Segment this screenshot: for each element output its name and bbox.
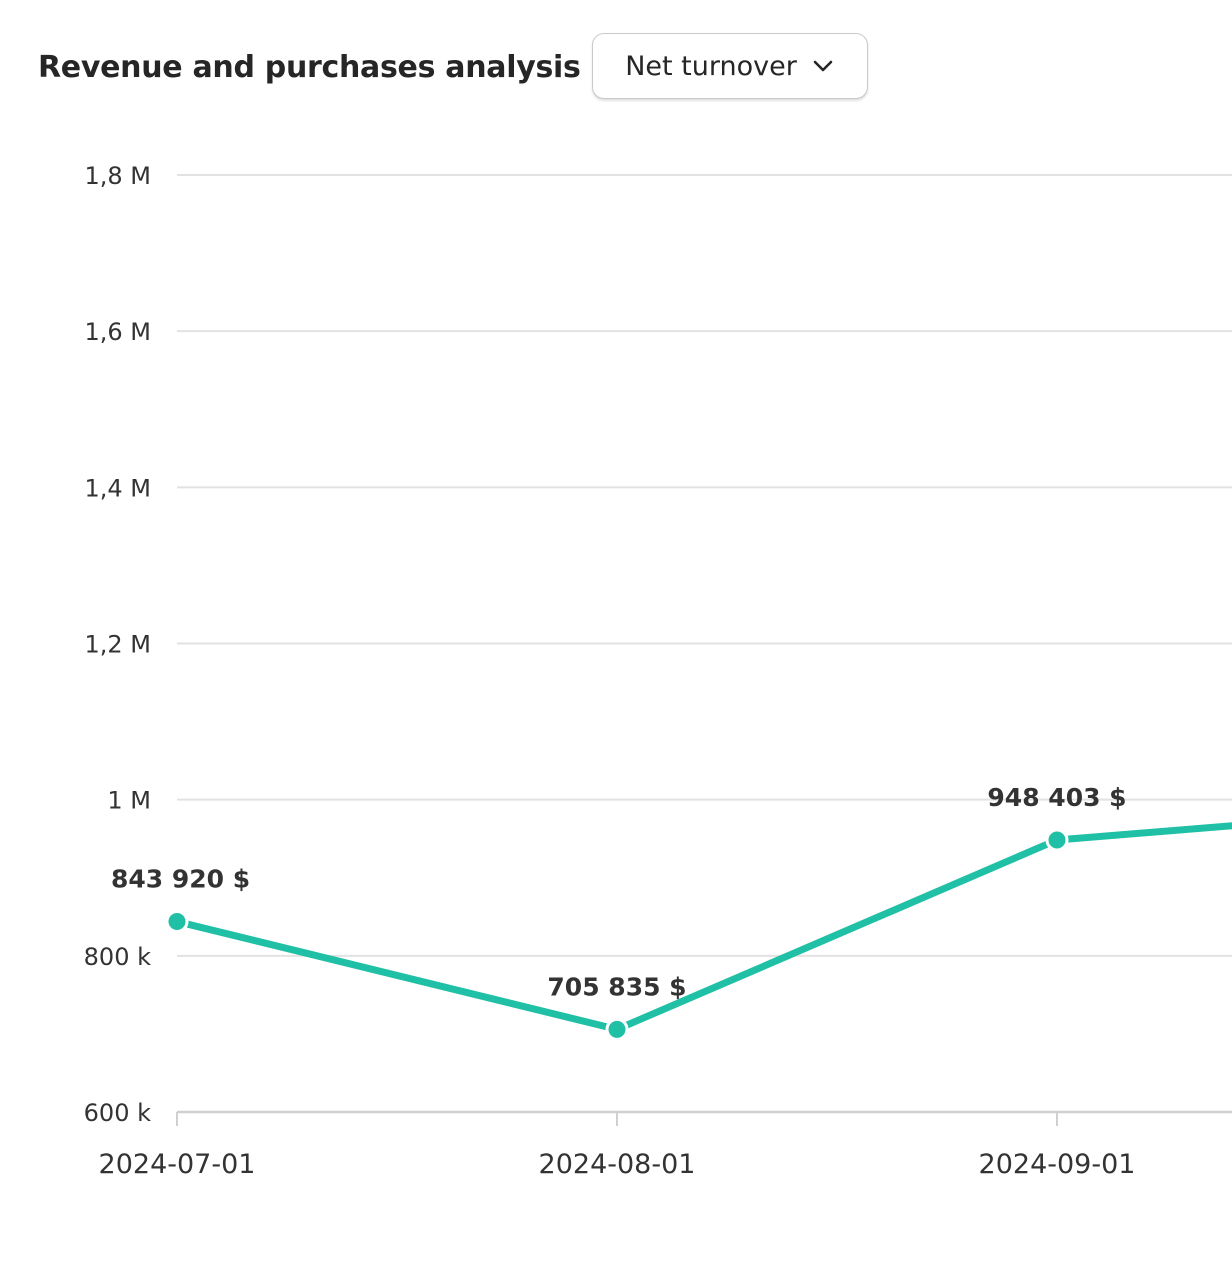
y-tick-label: 800 k — [84, 943, 151, 971]
data-point[interactable] — [605, 1017, 629, 1041]
x-tick-label: 2024-09-01 — [979, 1149, 1136, 1180]
chart-header: Revenue and purchases analysis — [38, 32, 581, 102]
page-title: Revenue and purchases analysis — [38, 49, 581, 85]
series-line — [173, 822, 1232, 1033]
data-label: 843 920 $ — [111, 865, 250, 894]
series-net-turnover — [165, 822, 1232, 1041]
y-axis-ticks: 1,8 M 1,6 M 1,4 M 1,2 M 1 M 800 k 600 k — [84, 162, 151, 1127]
grid-lines — [177, 174, 1232, 1114]
chevron-down-icon — [813, 60, 833, 72]
y-tick-label: 1,4 M — [84, 474, 151, 502]
x-tick-label: 2024-07-01 — [99, 1149, 256, 1180]
data-point[interactable] — [165, 910, 189, 934]
metric-dropdown[interactable]: Net turnover — [592, 33, 868, 99]
y-tick-label: 1,8 M — [84, 162, 151, 190]
x-tick-label: 2024-08-01 — [539, 1149, 696, 1180]
y-tick-label: 1,6 M — [84, 318, 151, 346]
y-tick-label: 1 M — [107, 787, 151, 815]
metric-dropdown-value: Net turnover — [625, 50, 797, 82]
data-point[interactable] — [1045, 828, 1069, 852]
data-label: 948 403 $ — [987, 783, 1126, 812]
data-label: 705 835 $ — [547, 972, 686, 1001]
data-labels: 843 920 $ 705 835 $ 948 403 $ — [111, 783, 1127, 1001]
y-tick-label: 600 k — [84, 1099, 151, 1127]
y-tick-label: 1,2 M — [84, 631, 151, 659]
x-axis-ticks: 2024-07-01 2024-08-01 2024-09-01 — [99, 1112, 1136, 1180]
